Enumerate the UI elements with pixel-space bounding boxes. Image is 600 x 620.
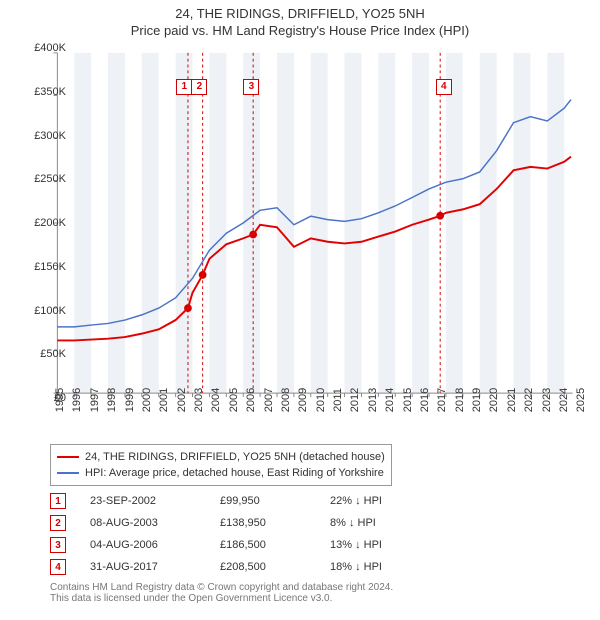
y-tick-label: £200K [20,217,66,229]
x-tick-label: 2018 [454,388,466,412]
legend-label: HPI: Average price, detached house, East… [85,467,384,479]
sale-diff: 22% ↓ HPI [330,495,450,507]
sales-table: 1 23-SEP-2002£99,95022% ↓ HPI 2 08-AUG-2003… [50,490,450,578]
x-tick-label: 2019 [471,388,483,412]
sale-callout: 4 [436,79,452,95]
sale-price: £138,950 [220,517,330,529]
y-tick-label: £100K [20,305,66,317]
x-tick-label: 2002 [176,388,188,412]
x-tick-label: 2024 [558,388,570,412]
sale-date: 23-SEP-2002 [90,495,220,507]
x-tick-label: 2003 [193,388,205,412]
x-tick-label: 2022 [523,388,535,412]
y-tick-label: £300K [20,130,66,142]
x-tick-label: 1996 [71,388,83,412]
sale-diff: 18% ↓ HPI [330,561,450,573]
x-tick-label: 2005 [228,388,240,412]
sale-date: 31-AUG-2017 [90,561,220,573]
footer: Contains HM Land Registry data © Crown c… [50,582,393,604]
x-tick-label: 2009 [297,388,309,412]
price-chart [50,48,580,398]
page-subtitle: Price paid vs. HM Land Registry's House … [0,23,600,38]
x-tick-label: 2016 [419,388,431,412]
x-tick-label: 2013 [367,388,379,412]
x-tick-label: 2020 [488,388,500,412]
x-tick-label: 2012 [349,388,361,412]
sales-row: 2 08-AUG-2003£138,9508% ↓ HPI [50,512,450,534]
x-tick-label: 2001 [158,388,170,412]
y-tick-label: £350K [20,86,66,98]
x-tick-label: 2021 [506,388,518,412]
sale-marker-icon: 3 [50,537,66,553]
x-tick-label: 2010 [315,388,327,412]
sale-callout: 2 [191,79,207,95]
page-title: 24, THE RIDINGS, DRIFFIELD, YO25 5NH [0,6,600,21]
x-tick-label: 2017 [436,388,448,412]
sale-diff: 8% ↓ HPI [330,517,450,529]
y-tick-label: £400K [20,42,66,54]
x-tick-label: 2008 [280,388,292,412]
title-block: 24, THE RIDINGS, DRIFFIELD, YO25 5NH Pri… [0,0,600,38]
sale-callout: 3 [243,79,259,95]
sales-row: 1 23-SEP-2002£99,95022% ↓ HPI [50,490,450,512]
sale-date: 04-AUG-2006 [90,539,220,551]
x-tick-label: 2011 [332,388,344,412]
sale-marker-icon: 2 [50,515,66,531]
x-tick-label: 2014 [384,388,396,412]
sale-marker-icon: 4 [50,559,66,575]
sale-date: 08-AUG-2003 [90,517,220,529]
footer-line: This data is licensed under the Open Gov… [50,593,393,604]
y-tick-label: £50K [20,348,66,360]
legend-swatch [57,456,79,458]
sale-price: £186,500 [220,539,330,551]
y-tick-label: £250K [20,173,66,185]
sale-price: £208,500 [220,561,330,573]
sale-marker-icon: 1 [50,493,66,509]
x-tick-label: 2000 [141,388,153,412]
x-tick-label: 2023 [541,388,553,412]
legend: 24, THE RIDINGS, DRIFFIELD, YO25 5NH (de… [50,444,392,486]
x-tick-label: 1995 [54,388,66,412]
legend-label: 24, THE RIDINGS, DRIFFIELD, YO25 5NH (de… [85,451,385,463]
legend-item: HPI: Average price, detached house, East… [57,465,385,481]
x-tick-label: 2015 [402,388,414,412]
sale-callout: 1 [176,79,192,95]
x-tick-label: 2007 [263,388,275,412]
legend-item: 24, THE RIDINGS, DRIFFIELD, YO25 5NH (de… [57,449,385,465]
footer-line: Contains HM Land Registry data © Crown c… [50,582,393,593]
x-tick-label: 1997 [89,388,101,412]
sale-price: £99,950 [220,495,330,507]
x-tick-label: 2006 [245,388,257,412]
sales-row: 4 31-AUG-2017£208,50018% ↓ HPI [50,556,450,578]
x-tick-label: 1998 [106,388,118,412]
legend-swatch [57,472,79,474]
x-tick-label: 2004 [210,388,222,412]
x-tick-label: 1999 [124,388,136,412]
sale-diff: 13% ↓ HPI [330,539,450,551]
sales-row: 3 04-AUG-2006£186,50013% ↓ HPI [50,534,450,556]
x-tick-label: 2025 [575,388,587,412]
y-tick-label: £150K [20,261,66,273]
